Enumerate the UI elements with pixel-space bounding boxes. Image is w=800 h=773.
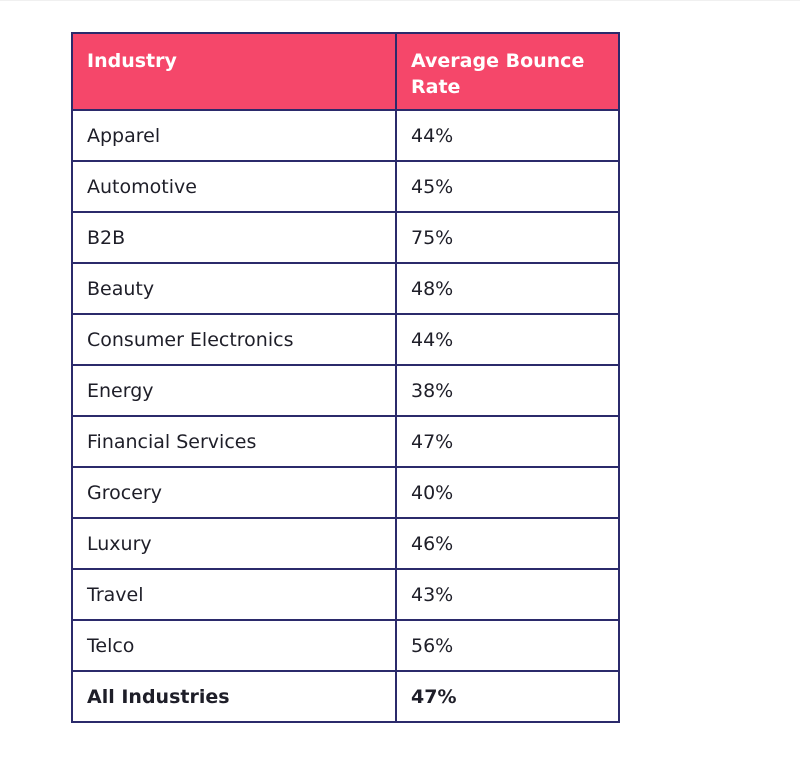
header-average-bounce-rate: Average Bounce Rate xyxy=(395,32,620,111)
bounce-rate-cell: 75% xyxy=(395,211,620,264)
table-body: Apparel 44% Automotive 45% B2B 75% Beaut… xyxy=(71,109,620,723)
industry-cell: Financial Services xyxy=(71,415,397,468)
table-row: Telco 56% xyxy=(71,619,620,672)
industry-cell: Grocery xyxy=(71,466,397,519)
table-row-total: All Industries 47% xyxy=(71,670,620,723)
industry-cell: Beauty xyxy=(71,262,397,315)
bounce-rate-cell: 56% xyxy=(395,619,620,672)
industry-cell: Apparel xyxy=(71,109,397,162)
industry-cell: Energy xyxy=(71,364,397,417)
table-row: Grocery 40% xyxy=(71,466,620,519)
table-row: Beauty 48% xyxy=(71,262,620,315)
industry-cell: B2B xyxy=(71,211,397,264)
table-row: Automotive 45% xyxy=(71,160,620,213)
bounce-rate-cell: 46% xyxy=(395,517,620,570)
page-divider xyxy=(0,0,800,1)
bounce-rate-cell: 40% xyxy=(395,466,620,519)
industry-cell: Telco xyxy=(71,619,397,672)
bounce-rate-table: Industry Average Bounce Rate Apparel 44%… xyxy=(71,32,620,723)
industry-cell: Travel xyxy=(71,568,397,621)
bounce-rate-cell: 44% xyxy=(395,313,620,366)
bounce-rate-cell: 47% xyxy=(395,415,620,468)
table-row: Energy 38% xyxy=(71,364,620,417)
table-row: Financial Services 47% xyxy=(71,415,620,468)
industry-cell: Consumer Electronics xyxy=(71,313,397,366)
header-industry: Industry xyxy=(71,32,397,111)
bounce-rate-cell: 45% xyxy=(395,160,620,213)
table-row: Apparel 44% xyxy=(71,109,620,162)
table-header: Industry Average Bounce Rate xyxy=(71,32,620,111)
industry-cell: Automotive xyxy=(71,160,397,213)
header-row: Industry Average Bounce Rate xyxy=(71,32,620,111)
total-bounce-rate-cell: 47% xyxy=(395,670,620,723)
industry-cell: Luxury xyxy=(71,517,397,570)
table-row: Travel 43% xyxy=(71,568,620,621)
total-industry-cell: All Industries xyxy=(71,670,397,723)
bounce-rate-cell: 38% xyxy=(395,364,620,417)
table-row: B2B 75% xyxy=(71,211,620,264)
bounce-rate-cell: 44% xyxy=(395,109,620,162)
table-row: Consumer Electronics 44% xyxy=(71,313,620,366)
bounce-rate-table-container: Industry Average Bounce Rate Apparel 44%… xyxy=(71,32,620,723)
table-row: Luxury 46% xyxy=(71,517,620,570)
bounce-rate-cell: 48% xyxy=(395,262,620,315)
bounce-rate-cell: 43% xyxy=(395,568,620,621)
